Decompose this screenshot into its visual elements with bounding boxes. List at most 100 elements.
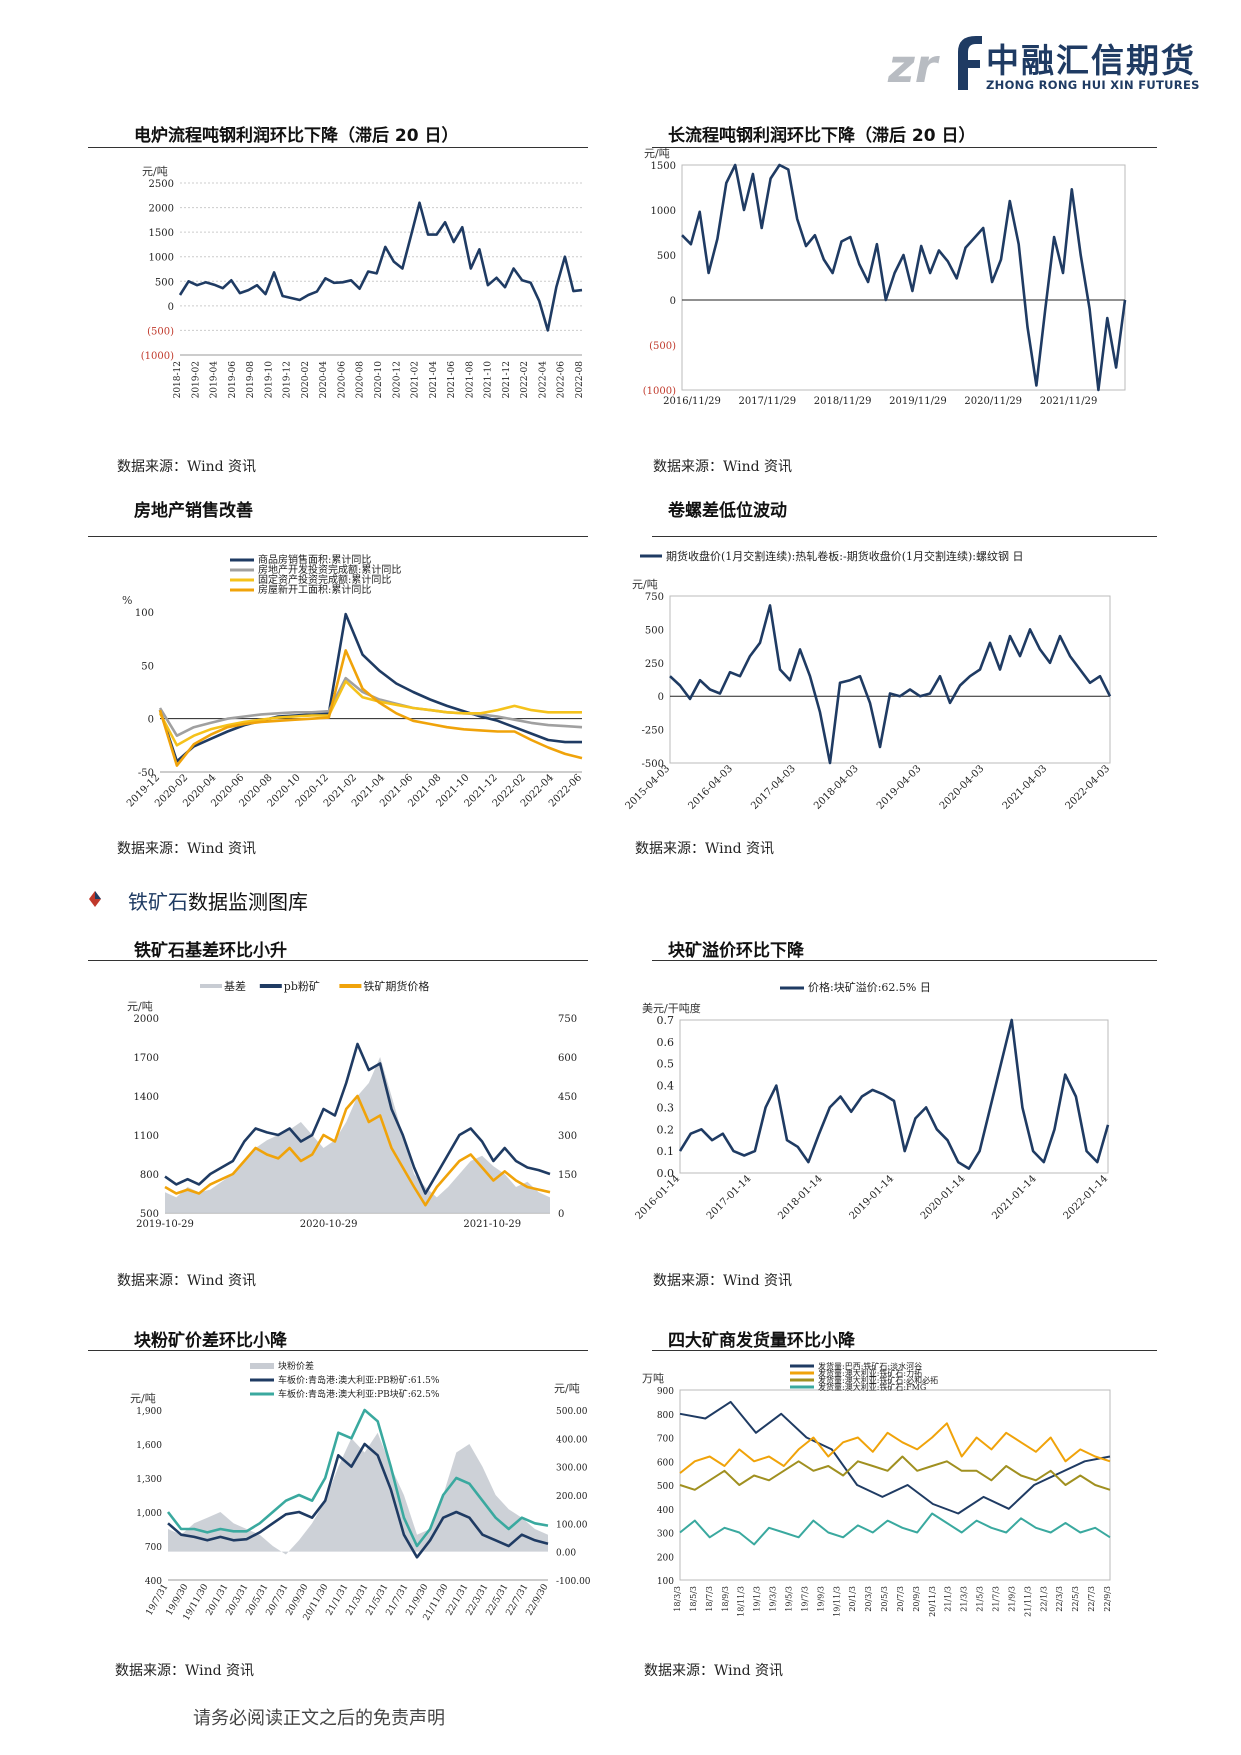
y-tick-label: 0.1 — [657, 1145, 675, 1158]
x-tick-label: 2017/11/29 — [738, 396, 796, 407]
source-3: 数据来源：Wind 资讯 — [117, 841, 257, 857]
x-tick-label: 2020-10-29 — [300, 1219, 358, 1230]
divider — [88, 147, 588, 148]
y-tick-label-right: 400.00 — [556, 1435, 588, 1445]
x-tick-label: 2020-08 — [356, 361, 366, 399]
y-tick-label: (500) — [147, 326, 174, 337]
series-area — [165, 1057, 550, 1213]
chart-title-2: 长流程吨钢利润环比下降（滞后 20 日） — [668, 126, 976, 146]
divider — [88, 960, 588, 961]
logo-cn: 中融汇信期货 — [986, 41, 1196, 80]
y-tick-label-right: 100.00 — [556, 1520, 588, 1530]
x-tick-label: 21/9/3 — [1007, 1586, 1016, 1612]
series-line — [166, 1408, 549, 1548]
y-tick-label: 1,000 — [136, 1509, 162, 1519]
source-6: 数据来源：Wind 资讯 — [653, 1273, 793, 1289]
series-line — [679, 1422, 1111, 1474]
y-tick-label: 1700 — [134, 1053, 159, 1064]
x-tick-label: 2021-10 — [484, 361, 494, 399]
legend-label: 固定资产投资完成额:累计同比 — [258, 573, 391, 586]
divider — [652, 960, 1157, 961]
x-tick-label: 2020-04-03 — [938, 763, 987, 812]
series-line — [158, 649, 583, 767]
chart-title-8: 四大矿商发货量环比小降 — [668, 1331, 855, 1351]
series-line — [679, 1455, 1111, 1491]
x-tick-label: 2022-01-14 — [1062, 1173, 1111, 1222]
plot-frame — [679, 1019, 1109, 1174]
y-tick-label: 0.6 — [657, 1036, 675, 1049]
x-tick-label: 21/7/3 — [992, 1586, 1001, 1612]
x-tick-label: 2022-04 — [538, 361, 548, 399]
legend-label: 发货量:澳大利亚:铁矿石:FMG — [818, 1382, 926, 1392]
x-tick-label: 2021/11/29 — [1040, 396, 1098, 407]
x-tick-label: 21/1/3 — [944, 1586, 953, 1612]
y-axis-unit: 美元/干吨度 — [642, 1001, 701, 1015]
chart-lump-fines-spread: 元/吨元/吨1,9001,6001,3001,000700400500.0040… — [130, 1360, 591, 1623]
x-tick-label: 2016/11/29 — [663, 396, 721, 407]
x-tick-label: 2019-06 — [228, 361, 238, 399]
x-tick-label: 2021-04-03 — [1001, 763, 1050, 812]
y-tick-label: 0 — [168, 302, 174, 313]
x-tick-label: 2017-01-14 — [705, 1173, 754, 1222]
y-tick-label: 2000 — [149, 204, 174, 215]
legend-label: 车板价:青岛港:澳大利亚:PB块矿:62.5% — [278, 1388, 440, 1400]
x-tick-label: 2019-04 — [210, 361, 220, 399]
y-axis-unit: 元/吨 — [130, 1392, 156, 1405]
divider — [652, 536, 1157, 537]
series-line — [164, 1042, 551, 1195]
x-tick-label: 20/11/3 — [928, 1586, 937, 1617]
chart-title-3: 房地产销售改善 — [134, 501, 253, 521]
y-axis-unit-right: 元/吨 — [554, 1382, 580, 1395]
x-tick-label: 2020-04 — [319, 361, 329, 399]
y-tick-label-right: -100.00 — [556, 1577, 591, 1587]
y-tick-label: 0 — [658, 692, 664, 703]
y-tick-label: 500 — [140, 1209, 159, 1220]
legend-label: 发货量:澳大利亚:铁矿石:力拓 — [818, 1368, 922, 1378]
series-line — [178, 201, 583, 332]
x-tick-label: 22/7/3 — [1087, 1586, 1096, 1612]
x-tick-label: 22/1/3 — [1039, 1586, 1048, 1612]
y-tick-label: 1100 — [134, 1131, 159, 1142]
x-tick-label: 2021-12 — [502, 361, 512, 398]
logo-en: ZHONG RONG HUI XIN FUTURES — [986, 78, 1200, 92]
legend-label: 基差 — [224, 979, 246, 993]
y-tick-label: (1000) — [643, 386, 676, 397]
company-logo: zr — [887, 36, 982, 93]
y-tick-label: 200 — [657, 1553, 674, 1563]
y-tick-label: 700 — [145, 1543, 162, 1553]
y-axis-unit: 万吨 — [642, 1372, 664, 1385]
divider — [88, 1350, 588, 1351]
source-2: 数据来源：Wind 资讯 — [653, 459, 793, 475]
x-tick-label: 2019-12 — [283, 361, 293, 398]
x-tick-label: 2018-04-03 — [812, 763, 861, 812]
y-tick-label: 2500 — [149, 179, 174, 190]
y-tick-label: 1500 — [149, 228, 174, 239]
x-tick-label: 18/7/3 — [705, 1586, 714, 1612]
legend-label: 车板价:青岛港:澳大利亚:PB粉矿:61.5% — [278, 1374, 440, 1386]
x-tick-label: 2020/11/29 — [964, 396, 1022, 407]
series-line — [678, 1018, 1110, 1170]
x-tick-label: 2016-01-14 — [634, 1173, 683, 1222]
chart-title-7: 块粉矿价差环比小降 — [134, 1331, 287, 1351]
x-tick-label: 19/7/3 — [800, 1586, 809, 1612]
x-tick-label: 2020-10 — [374, 361, 384, 399]
x-tick-label: 2019-02 — [191, 361, 201, 398]
x-tick-label: 2021-01-14 — [990, 1173, 1039, 1222]
y-tick-label: 0.2 — [657, 1123, 675, 1136]
x-tick-label: 19/9/3 — [816, 1586, 825, 1612]
section-heading: 铁矿石数据监测图库 — [128, 886, 308, 915]
y-tick-label: -500 — [642, 759, 664, 770]
y-tick-label: 250 — [645, 659, 664, 670]
svg-text:zr: zr — [887, 39, 941, 93]
y-tick-label-right: 500.00 — [556, 1407, 588, 1417]
diamond-bullet-icon — [86, 890, 104, 912]
series-line — [679, 1400, 1111, 1515]
y-tick-label: 2000 — [134, 1014, 159, 1025]
y-tick-label: 500 — [657, 1482, 674, 1492]
y-tick-label-right: 0 — [558, 1209, 564, 1220]
x-tick-label: 2021-08 — [465, 361, 475, 399]
x-tick-label: 2018/11/29 — [814, 396, 872, 407]
